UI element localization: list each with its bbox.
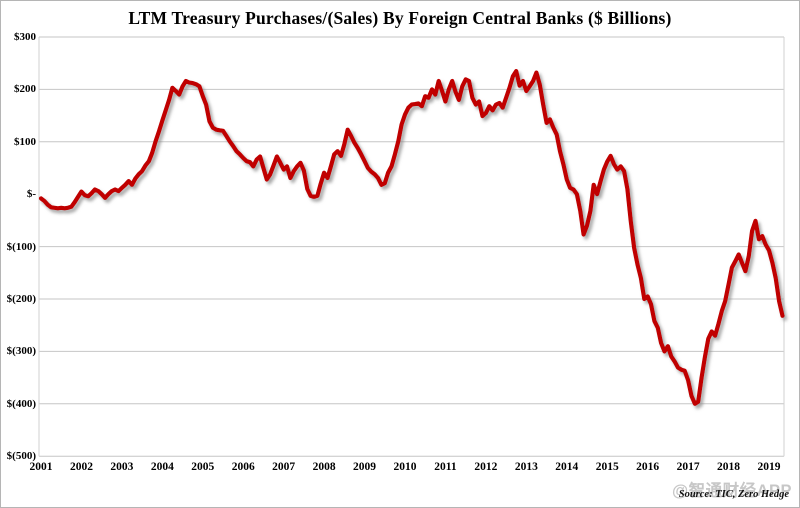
treasury-purchases-line <box>38 68 785 406</box>
x-axis-tick-label: 2008 <box>312 461 336 473</box>
y-axis-tick-label: $100 <box>14 135 36 148</box>
y-axis-tick-label: $- <box>26 188 36 201</box>
x-axis-tick-label: 2002 <box>69 461 93 473</box>
x-axis-tick-label: 2015 <box>595 461 619 473</box>
treasury-purchases-series <box>38 68 785 406</box>
x-axis-tick-label: 2018 <box>717 461 741 473</box>
x-axis-tick-label: 2005 <box>191 461 215 473</box>
x-axis-tick-label: 2017 <box>676 461 700 473</box>
y-axis-tick-label: $(100) <box>6 240 36 253</box>
x-axis-tick-label: 2013 <box>514 461 538 473</box>
chart-title: LTM Treasury Purchases/(Sales) By Foreig… <box>128 8 672 28</box>
x-axis-tick-label: 2016 <box>636 461 660 473</box>
x-axis-tick-label: 2004 <box>150 461 174 473</box>
x-axis-tick-label: 2019 <box>757 461 781 473</box>
y-axis-tick-label: $(200) <box>6 293 36 305</box>
x-axis-tick-label: 2011 <box>434 461 457 473</box>
x-axis-tick-label: 2014 <box>555 461 579 473</box>
watermark: @智通财经APP <box>671 482 792 500</box>
x-axis-tick-label: 2006 <box>231 461 255 473</box>
gridlines <box>38 36 785 457</box>
source-label: Source: TIC, Zero Hedge <box>678 489 789 500</box>
x-axis-tick-label: 2009 <box>353 461 377 473</box>
x-axis-tick-label: 2010 <box>393 461 417 473</box>
x-axis-tick-label: 2012 <box>474 461 498 473</box>
y-axis-tick-label: $300 <box>14 31 36 43</box>
x-axis-tick-label: 2003 <box>110 461 134 473</box>
y-axis-tick-label: $200 <box>14 83 36 96</box>
y-axis-tick-label: $(400) <box>6 397 36 410</box>
x-axis-tick-label: 2007 <box>272 461 296 473</box>
x-axis-tick-label: 2001 <box>29 461 53 473</box>
y-axis-tick-label: $(300) <box>6 345 36 358</box>
y-axis-tick-label: $(500) <box>6 450 36 463</box>
